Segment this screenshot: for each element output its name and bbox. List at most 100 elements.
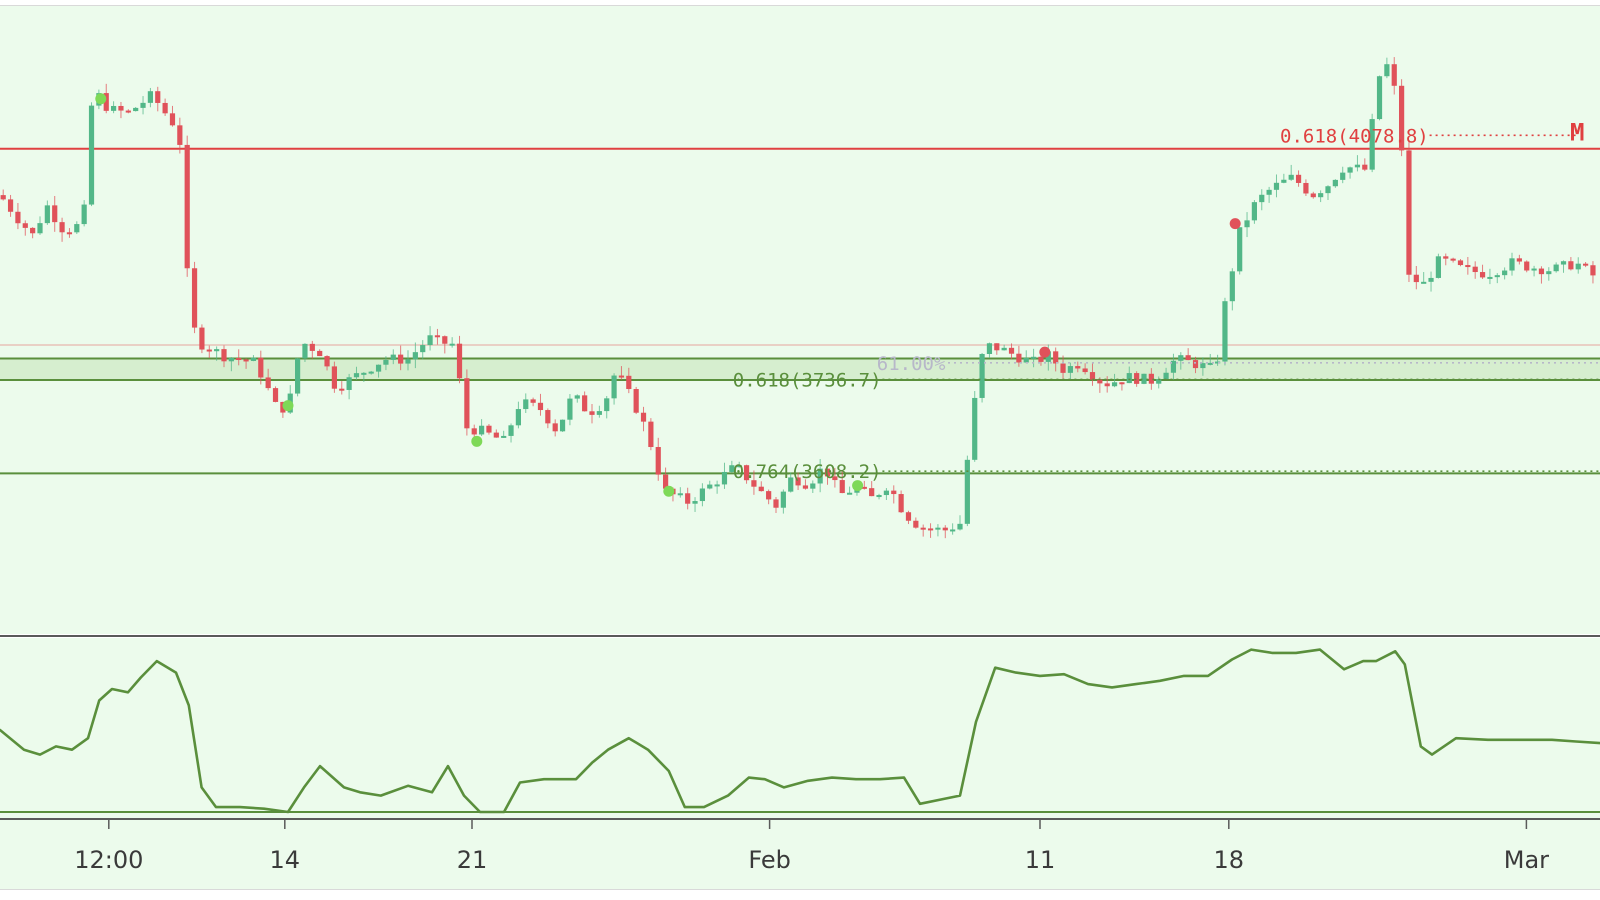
candle <box>1200 357 1206 376</box>
candle-body <box>486 425 492 433</box>
candle <box>655 437 661 481</box>
buy-signal-marker <box>852 480 864 492</box>
candle-body <box>508 425 514 436</box>
candle-body <box>994 343 1000 351</box>
candle <box>1229 268 1235 311</box>
label-layer: 0.618(4078.8) 0.618(3736.7) 0.764(3608.2) 6… <box>733 119 1600 483</box>
candle-body <box>7 199 14 212</box>
candle <box>155 86 161 112</box>
candle <box>88 102 95 207</box>
candle <box>736 461 742 468</box>
candle-body <box>44 205 50 224</box>
candle <box>633 386 639 415</box>
candle <box>236 349 242 366</box>
candle-body <box>464 378 470 429</box>
candle <box>1421 272 1427 284</box>
candle-body <box>412 352 418 360</box>
candle <box>206 345 212 359</box>
candle-body <box>523 399 529 410</box>
candle-body <box>375 364 382 372</box>
candle <box>545 408 551 429</box>
candle-body <box>1340 172 1346 180</box>
candle-body <box>52 205 58 223</box>
candle-body <box>1288 174 1294 180</box>
candle <box>1406 141 1412 282</box>
candle-body <box>685 493 691 504</box>
candle <box>1266 186 1272 203</box>
candle-body <box>589 411 595 415</box>
candle <box>824 468 831 485</box>
candle <box>1546 267 1552 281</box>
candle-body <box>1200 363 1206 369</box>
candle <box>795 472 801 491</box>
candle <box>52 195 58 232</box>
candle-body <box>832 476 838 481</box>
candle-body <box>1421 281 1427 284</box>
candle <box>721 462 728 489</box>
candle-body <box>876 495 882 498</box>
candle <box>611 373 617 405</box>
candle-body <box>596 411 602 415</box>
candle-body <box>780 491 786 508</box>
buy-signal-marker <box>663 485 675 497</box>
candle-body <box>449 343 455 346</box>
candle <box>449 337 455 348</box>
candle-body <box>1134 373 1140 384</box>
candle <box>913 517 919 529</box>
candle-body <box>611 375 617 399</box>
candle <box>1178 352 1184 370</box>
candle-body <box>1222 301 1228 362</box>
sell-signal-marker <box>1039 346 1051 358</box>
candle-body <box>1318 193 1324 198</box>
candle <box>353 366 360 380</box>
candle-body <box>736 465 742 468</box>
candle-body <box>1325 186 1331 194</box>
candle-body <box>1215 361 1221 364</box>
candle-body <box>1560 261 1567 265</box>
candle <box>44 200 50 225</box>
candle-body <box>1156 379 1162 384</box>
candle <box>1237 227 1243 275</box>
candle <box>427 326 433 351</box>
candle-body <box>1406 150 1412 275</box>
candle <box>1487 268 1493 285</box>
candle-body <box>331 366 337 389</box>
candle <box>1119 382 1125 391</box>
candle <box>898 490 904 514</box>
candle-body <box>383 359 389 365</box>
candle <box>508 423 514 443</box>
candle-body <box>574 395 580 399</box>
candle-body <box>1008 347 1015 354</box>
candle <box>604 396 610 419</box>
candle <box>1428 271 1434 292</box>
candle <box>979 352 985 403</box>
candle-body <box>1479 272 1486 278</box>
candle <box>1023 350 1029 364</box>
candle-body <box>258 357 264 378</box>
candle-body <box>1060 363 1066 373</box>
candle <box>140 96 146 115</box>
candle-body <box>405 359 411 364</box>
candle <box>1104 376 1110 393</box>
candle-body <box>677 493 683 496</box>
candle-body <box>1384 64 1390 77</box>
candle-body <box>758 486 764 492</box>
candle-body <box>103 93 109 111</box>
candle-body <box>1023 357 1029 363</box>
candle <box>1222 297 1228 366</box>
candle-body <box>236 357 242 360</box>
candle <box>66 228 73 238</box>
candle-body <box>206 349 212 352</box>
candle-body <box>640 412 647 422</box>
candle-body <box>1472 266 1478 273</box>
candle <box>501 430 507 438</box>
candle <box>1332 179 1338 188</box>
candle-body <box>1568 261 1574 270</box>
candle <box>1560 260 1567 273</box>
candle <box>810 480 816 493</box>
candle-body <box>545 410 551 424</box>
candle <box>832 467 838 488</box>
candle-body <box>1038 356 1044 362</box>
candle <box>1457 259 1464 267</box>
